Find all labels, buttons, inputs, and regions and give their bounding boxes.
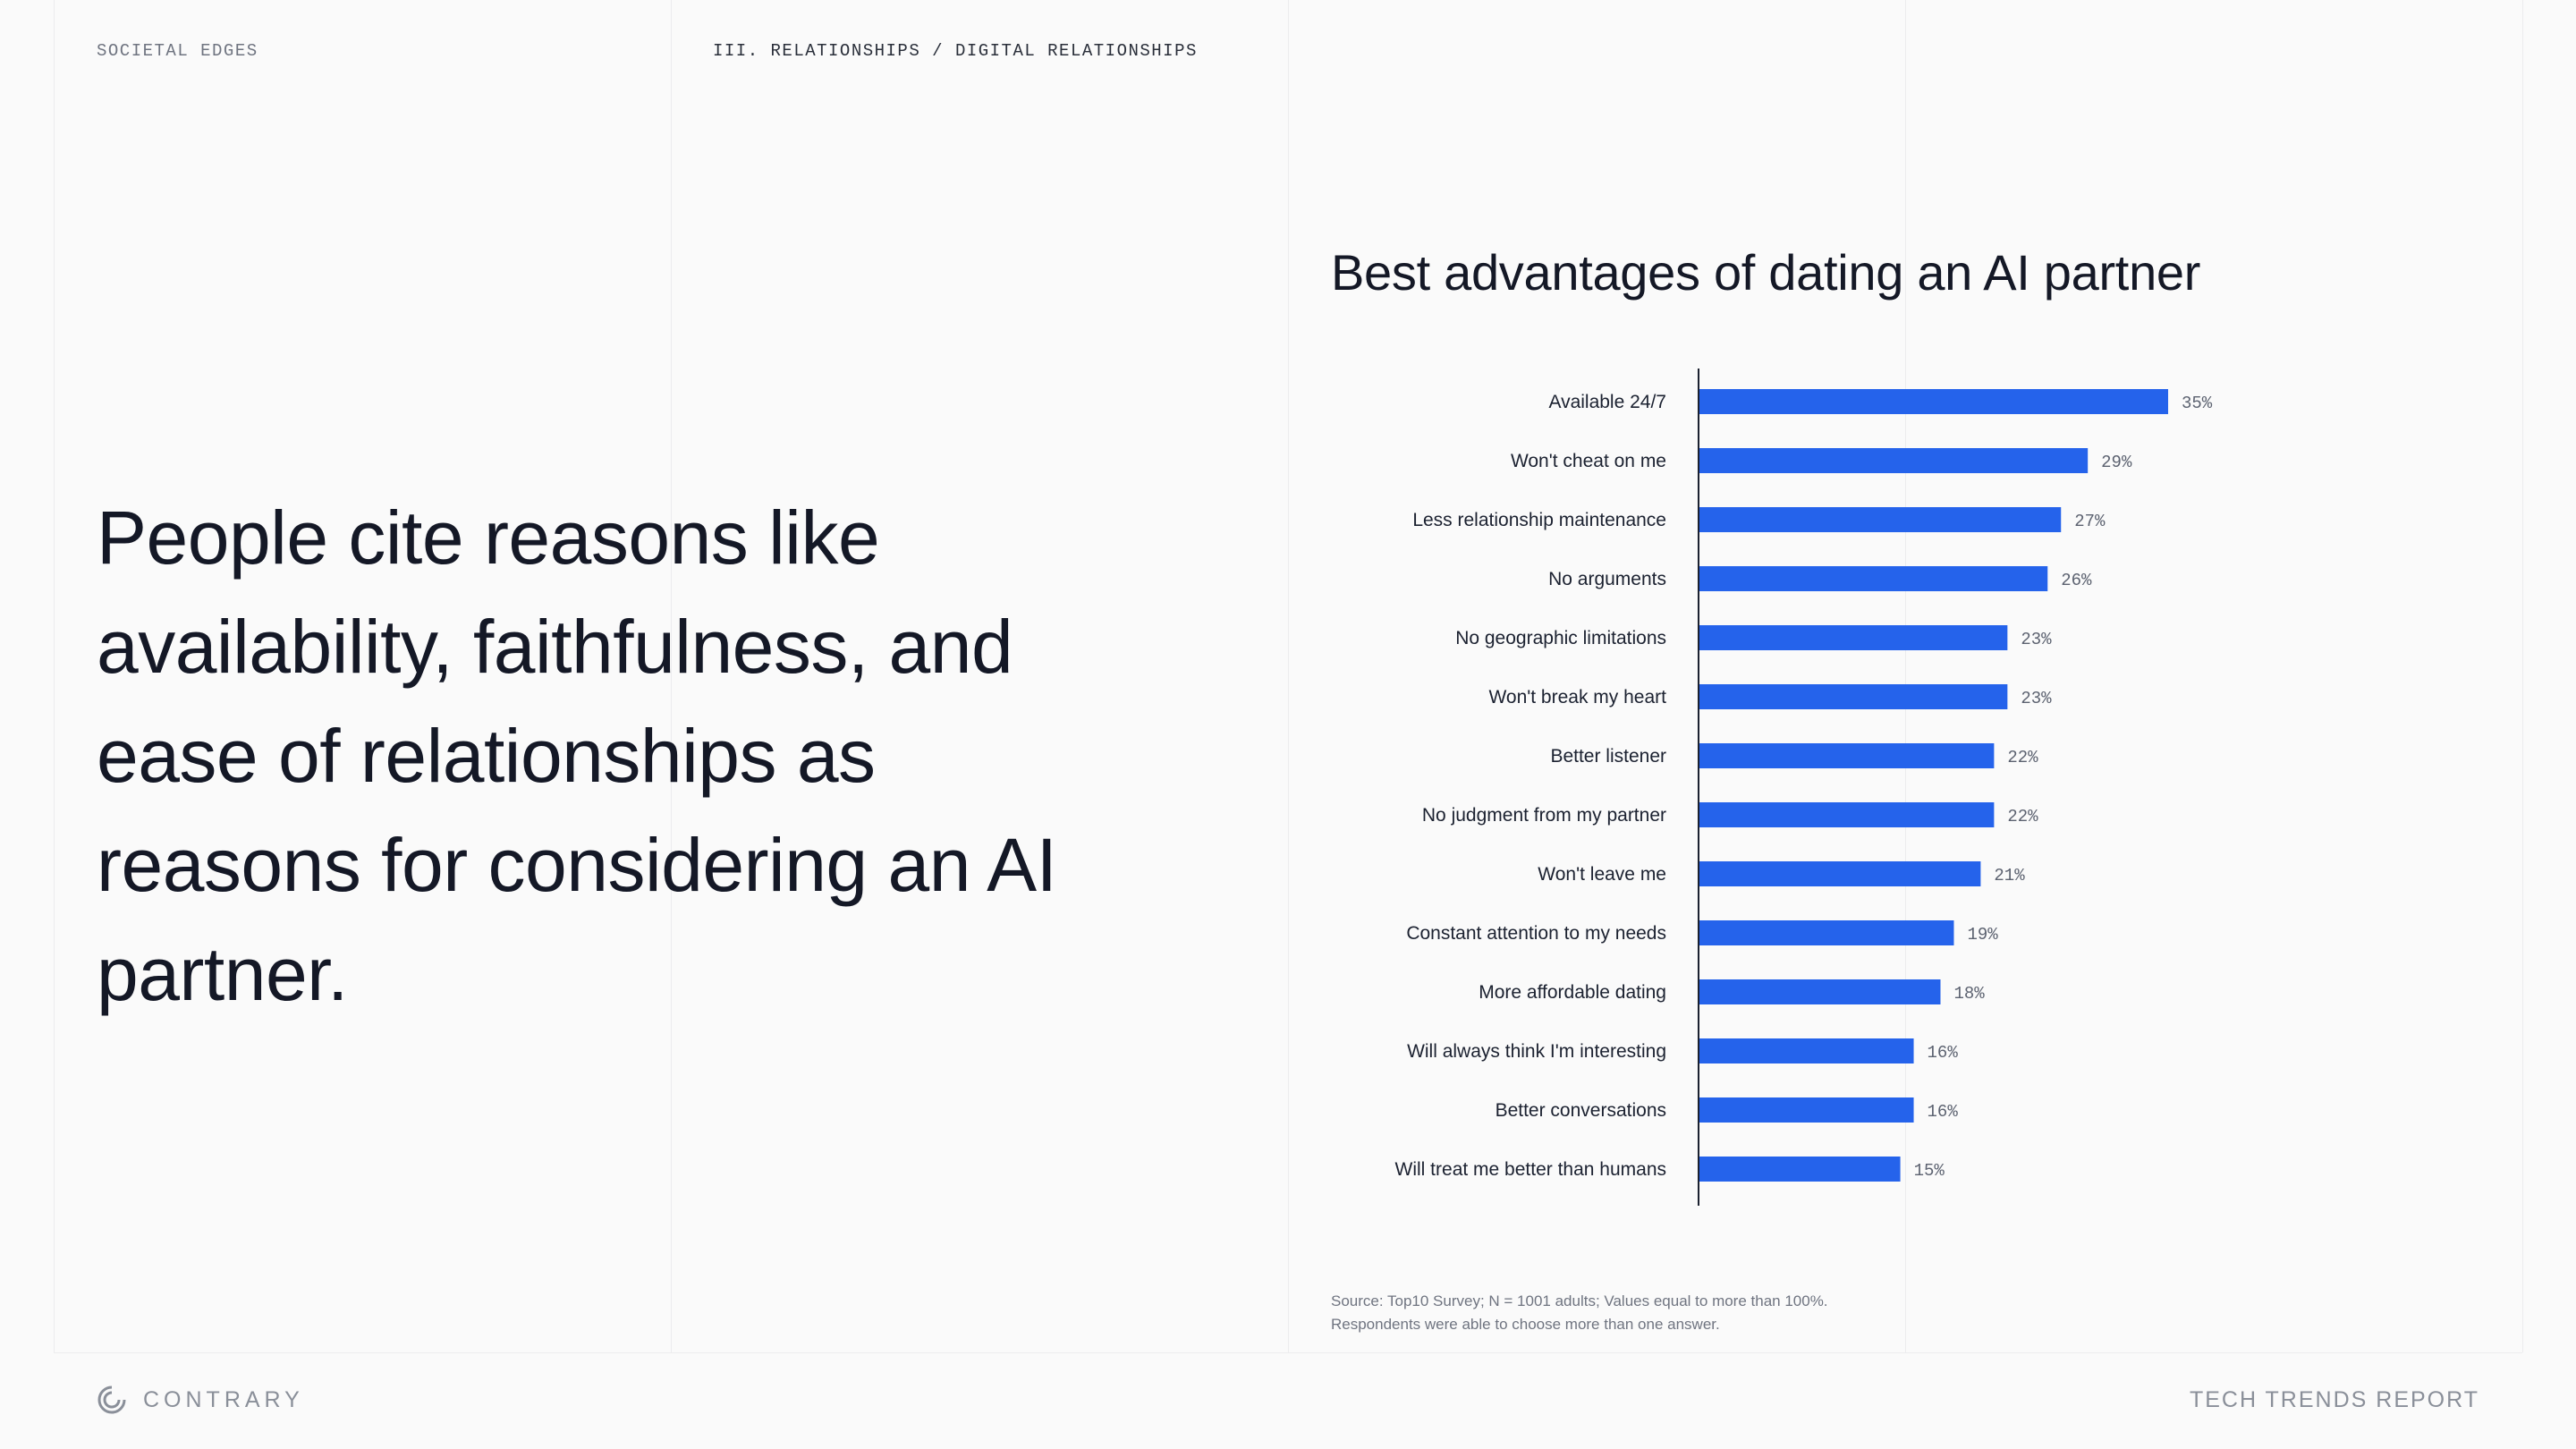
grid-divider [1905, 0, 1906, 1352]
data-label: 35% [2182, 394, 2213, 413]
data-label: 23% [2021, 630, 2052, 649]
data-label: 23% [2021, 689, 2052, 708]
category-label: Constant attention to my needs [1406, 923, 1666, 944]
bar [1699, 1157, 1901, 1182]
bar [1699, 684, 2008, 709]
bar [1699, 743, 1995, 768]
data-label: 16% [1928, 1102, 1959, 1122]
source-line: Respondents were able to choose more tha… [1331, 1316, 1720, 1333]
data-label: 22% [2007, 807, 2038, 826]
data-label: 15% [1914, 1161, 1945, 1181]
data-label: 26% [2061, 571, 2092, 590]
bar [1699, 802, 1995, 827]
breadcrumb: III. RELATIONSHIPS / DIGITAL RELATIONSHI… [713, 41, 1198, 61]
grid-divider [1288, 0, 1289, 1352]
chart-title: Best advantages of dating an AI partner [1331, 244, 2201, 301]
bar-chart: Available 24/7 35% Won't cheat on me 29% Les… [1395, 369, 2213, 1206]
bar [1699, 920, 1954, 945]
data-label: 27% [2074, 512, 2106, 531]
grid-divider [671, 0, 672, 1352]
bar [1699, 507, 2062, 532]
brand: CONTRARY [97, 1385, 304, 1415]
grid-divider [54, 0, 55, 1352]
category-label: No arguments [1548, 569, 1666, 589]
bar [1699, 1038, 1914, 1063]
bar [1699, 1097, 1914, 1123]
category-label: Won't cheat on me [1511, 451, 1666, 471]
category-label: Less relationship maintenance [1412, 510, 1666, 530]
bar [1699, 625, 2008, 650]
data-label: 21% [1994, 866, 2025, 886]
category-label: Better listener [1550, 746, 1666, 767]
category-label: More affordable dating [1479, 982, 1666, 1003]
category-label: Will always think I'm interesting [1407, 1041, 1666, 1062]
category-label: Won't leave me [1538, 864, 1666, 885]
data-label: 18% [1953, 984, 1985, 1004]
category-label: Will treat me better than humans [1395, 1159, 1666, 1180]
data-label: 19% [1967, 925, 1998, 945]
data-label: 22% [2007, 748, 2038, 767]
bar [1699, 979, 1941, 1004]
contrary-logo-icon [97, 1385, 126, 1414]
bar [1699, 389, 2168, 414]
data-label: 29% [2101, 453, 2132, 472]
section-label: SOCIETAL EDGES [97, 41, 258, 61]
footer-divider [54, 1352, 2522, 1353]
category-label: No geographic limitations [1455, 628, 1666, 648]
data-label: 16% [1928, 1043, 1959, 1063]
brand-name: CONTRARY [143, 1386, 304, 1412]
category-label: Won't break my heart [1488, 687, 1666, 708]
category-label: No judgment from my partner [1422, 805, 1666, 826]
report-name: TECH TRENDS REPORT [2189, 1387, 2479, 1412]
bar [1699, 448, 2089, 473]
source-note: Source: Top10 Survey; N = 1001 adults; V… [1331, 1290, 1828, 1336]
headline: People cite reasons like availability, f… [97, 496, 1057, 1016]
grid-divider [2522, 0, 2523, 1352]
source-line: Source: Top10 Survey; N = 1001 adults; V… [1331, 1292, 1828, 1309]
category-label: Better conversations [1496, 1100, 1666, 1121]
bar [1699, 566, 2048, 591]
category-label: Available 24/7 [1548, 392, 1666, 412]
bar [1699, 861, 1981, 886]
